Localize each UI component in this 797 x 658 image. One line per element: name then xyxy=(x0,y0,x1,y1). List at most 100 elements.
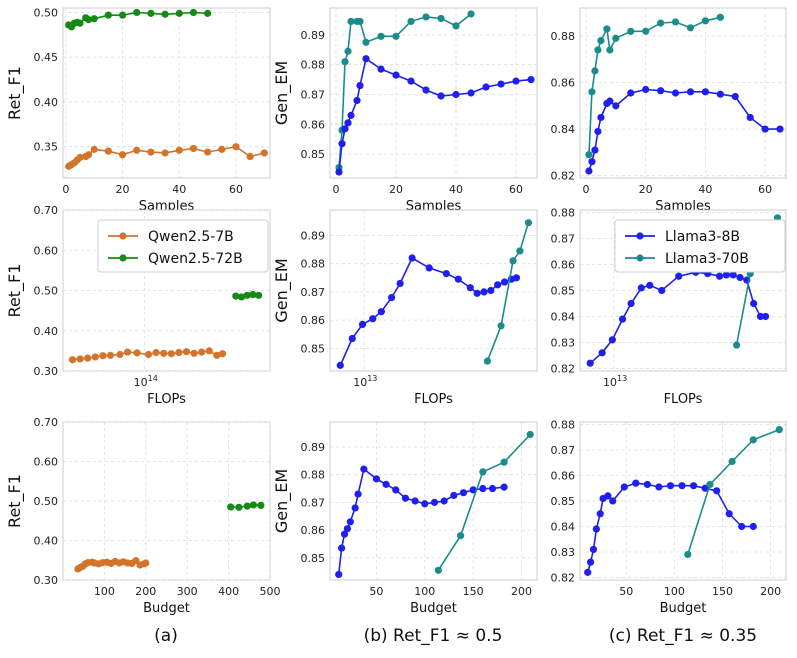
legend-marker xyxy=(119,254,127,262)
data-point xyxy=(392,32,400,40)
x-tick-label: 50 xyxy=(619,585,633,598)
data-point xyxy=(473,289,481,297)
series-qwen72 xyxy=(227,501,265,511)
data-point xyxy=(434,566,442,574)
data-point xyxy=(642,85,650,94)
data-point xyxy=(338,544,346,552)
series-qwen72 xyxy=(65,8,212,31)
data-point xyxy=(733,341,741,349)
data-point xyxy=(442,269,450,278)
data-point xyxy=(756,312,765,321)
x-tick-exponent: 14 xyxy=(148,374,158,383)
data-point xyxy=(627,27,635,35)
data-point xyxy=(586,359,594,367)
legend-marker xyxy=(119,232,127,240)
data-point xyxy=(347,111,355,119)
data-point xyxy=(591,67,599,75)
data-point xyxy=(483,357,491,365)
data-point xyxy=(592,525,600,533)
data-point xyxy=(598,349,606,357)
data-point xyxy=(725,510,733,518)
x-tick-label: 60 xyxy=(758,183,772,196)
data-point xyxy=(459,489,468,497)
y-tick-label: 0.88 xyxy=(551,30,576,43)
data-point xyxy=(588,158,596,166)
data-point xyxy=(340,530,349,538)
y-tick-label: 0.89 xyxy=(301,441,326,454)
series-qwen7 xyxy=(68,347,227,364)
data-point xyxy=(430,498,439,506)
data-point xyxy=(407,17,415,26)
data-point xyxy=(585,151,593,159)
y-tick-label: 0.88 xyxy=(301,258,326,271)
data-point xyxy=(627,299,635,308)
data-point xyxy=(377,65,385,73)
y-tick-label: 0.50 xyxy=(34,495,59,508)
data-point xyxy=(218,145,226,153)
data-point xyxy=(382,480,390,488)
x-tick-label: 400 xyxy=(218,585,239,598)
data-point xyxy=(452,22,460,30)
series-qwen7 xyxy=(65,143,268,170)
data-point xyxy=(152,348,160,357)
data-point xyxy=(678,482,686,490)
data-point xyxy=(594,127,602,136)
x-tick-label: 0 xyxy=(333,183,340,196)
panel-c3: 0.82 0.83 0.84 0.85 0.86 0.87 0.88 50 100 150 200 B… xyxy=(551,419,787,616)
data-point xyxy=(235,503,243,511)
y-tick-label: 0.82 xyxy=(551,170,576,183)
panel-a2: 0.30 0.40 0.50 0.60 0.70 10 14 FLOPs Ret_F1 Qwen2… xyxy=(5,204,271,407)
data-point xyxy=(761,125,769,133)
data-point xyxy=(713,487,721,495)
y-tick-label: 0.84 xyxy=(551,310,576,323)
data-point xyxy=(133,146,141,154)
data-point xyxy=(106,351,115,359)
data-point xyxy=(344,47,352,55)
data-point xyxy=(643,480,651,489)
data-point xyxy=(392,71,400,79)
panel-a3: 0.30 0.40 0.50 0.60 0.70 100 200 300 400 500 Budge… xyxy=(5,416,281,616)
data-point xyxy=(701,484,709,492)
legend-marker xyxy=(636,232,644,240)
x-tick-label: 0 xyxy=(62,183,69,196)
series-llama8 xyxy=(335,465,508,579)
legend-box xyxy=(97,219,269,273)
y-tick-label: 0.85 xyxy=(301,148,326,161)
data-point xyxy=(524,219,533,227)
data-point xyxy=(232,143,240,151)
legend-label: Llama3-70B xyxy=(665,251,749,267)
x-axis-label: FLOPs xyxy=(414,392,453,407)
series-llama70 xyxy=(434,430,534,574)
data-point xyxy=(706,480,714,489)
data-point xyxy=(604,492,612,500)
data-point xyxy=(746,113,754,122)
data-point xyxy=(632,479,640,487)
data-point xyxy=(76,355,84,363)
data-point xyxy=(440,497,448,505)
data-point xyxy=(701,17,709,25)
legend-label: Qwen2.5-7B xyxy=(148,229,234,245)
y-axis-label: Ret_F1 xyxy=(5,474,25,528)
y-tick-label: 0.87 xyxy=(301,88,326,101)
y-tick-label: 0.89 xyxy=(301,229,326,242)
data-point xyxy=(479,468,487,476)
y-tick-label: 0.86 xyxy=(301,118,326,131)
x-tick-label: 40 xyxy=(172,183,186,196)
data-point xyxy=(377,308,385,316)
y-tick-label: 0.60 xyxy=(34,244,59,257)
y-tick-label: 0.40 xyxy=(34,96,59,109)
y-axis-label: Gen_EM xyxy=(272,258,292,322)
data-point xyxy=(437,14,445,23)
series-qwen72 xyxy=(232,290,263,301)
data-point xyxy=(606,97,614,105)
data-point xyxy=(189,144,198,153)
data-point xyxy=(497,80,505,88)
y-tick-label: 0.88 xyxy=(551,207,576,220)
data-point xyxy=(454,275,462,283)
data-point xyxy=(686,24,695,32)
y-tick-label: 0.87 xyxy=(551,233,576,246)
data-point xyxy=(749,436,757,444)
y-tick-label: 0.70 xyxy=(34,204,59,217)
data-point xyxy=(480,288,488,296)
legend-label: Llama3-8B xyxy=(665,229,740,245)
